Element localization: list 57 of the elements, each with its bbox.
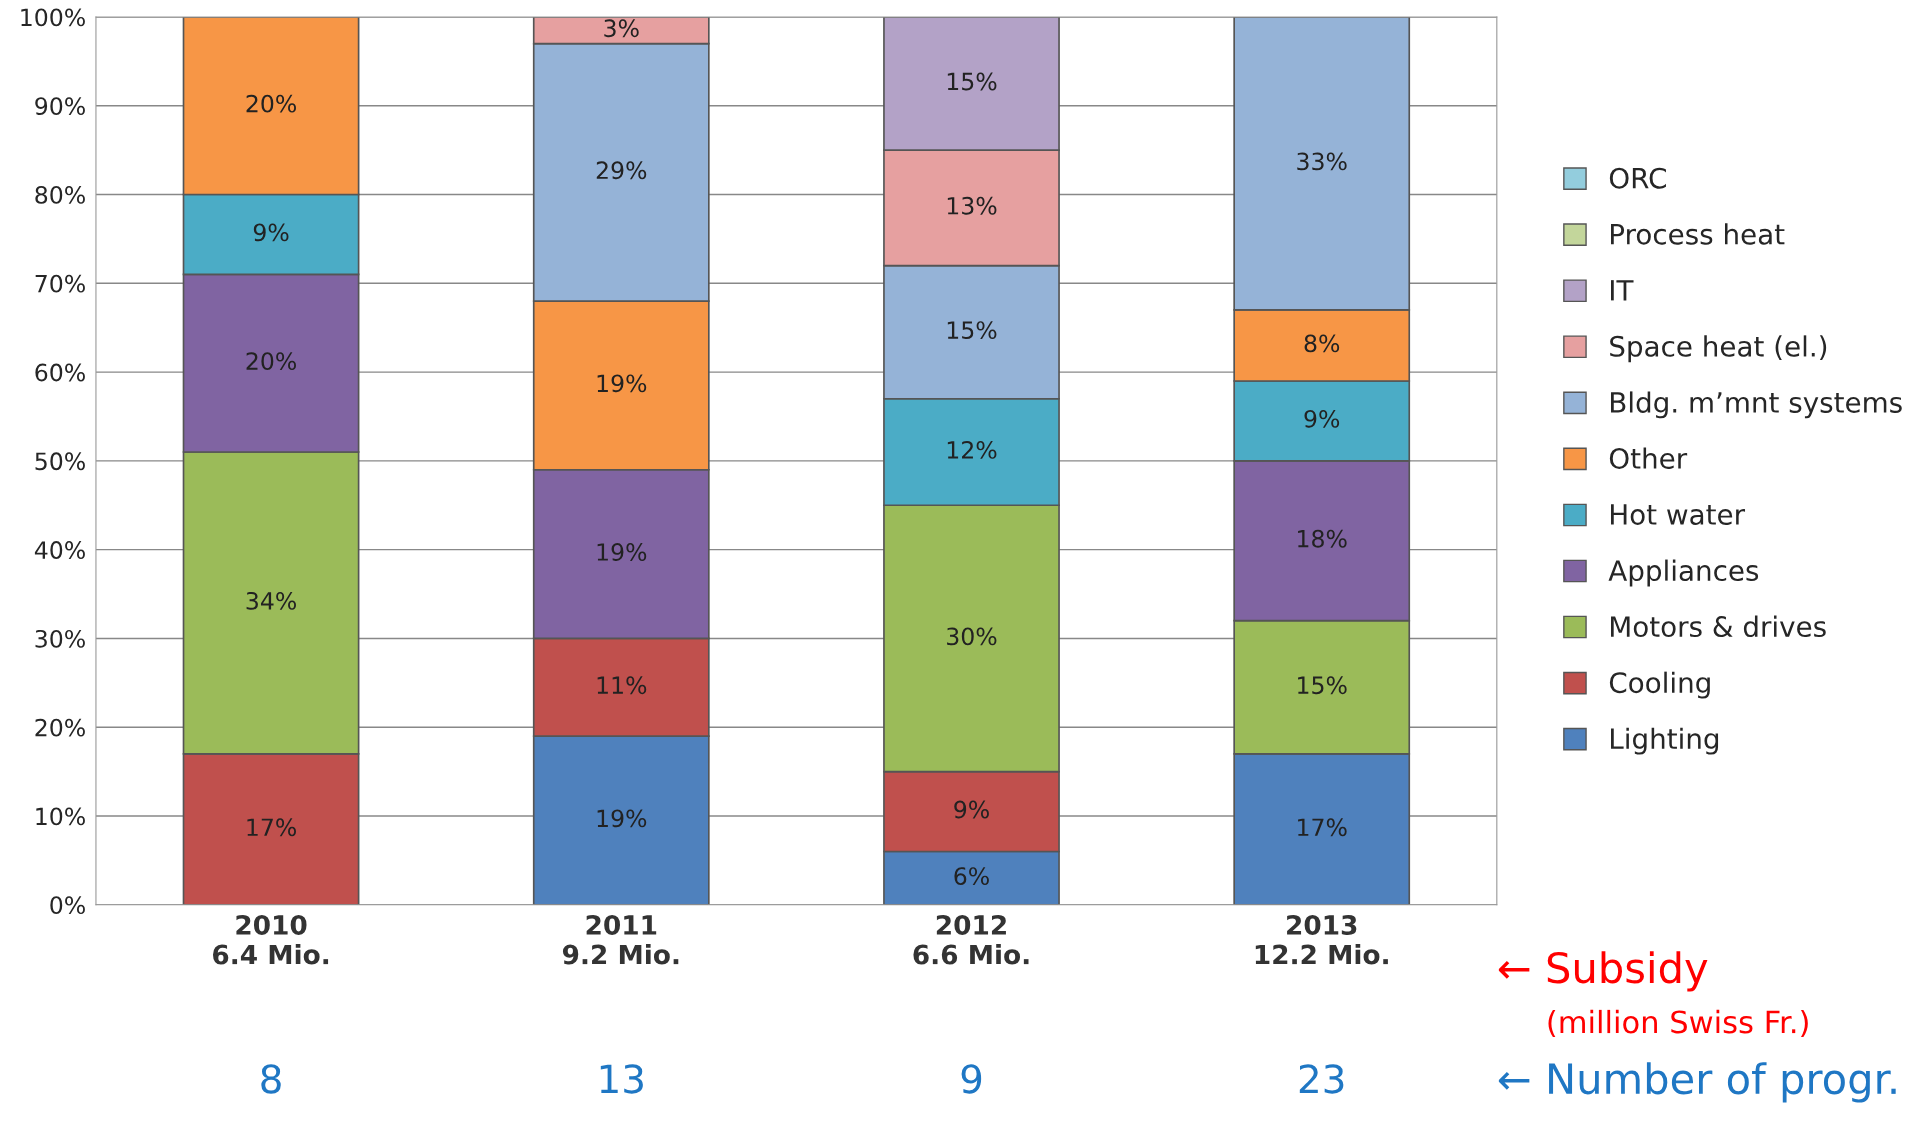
text: ← Number of progr. xyxy=(1498,1062,1896,1103)
legend-label: Appliances xyxy=(1608,559,1759,587)
y-tick-label: 70% xyxy=(35,274,85,293)
legend-label: Hot water xyxy=(1611,504,1746,525)
data-label: 19% xyxy=(597,374,647,393)
legend-label: ORC xyxy=(1609,167,1666,189)
text: 8 xyxy=(261,1064,281,1094)
text: 9 xyxy=(961,1064,982,1094)
text: 13 xyxy=(600,1064,643,1094)
data-label: 12% xyxy=(947,441,997,459)
y-tick-label: 100% xyxy=(21,8,85,27)
y-tick-label: 50% xyxy=(35,452,85,471)
y-tick-label: 0% xyxy=(50,896,85,915)
text: ← Subsidy xyxy=(1498,951,1708,992)
legend-label: Process heat xyxy=(1611,223,1785,245)
data-label: 17% xyxy=(1298,818,1347,837)
y-tick-label: 10% xyxy=(36,807,85,826)
legend-label: Other xyxy=(1609,447,1688,469)
data-label: 20% xyxy=(246,94,296,113)
y-tick-label: 20% xyxy=(35,718,85,737)
data-label: 9% xyxy=(954,800,989,819)
data-label: 6% xyxy=(954,867,989,886)
x-tick-label: 2013 12.2 Mio. xyxy=(1255,914,1388,965)
text: 23 xyxy=(1299,1064,1344,1094)
y-tick-label: 30% xyxy=(35,629,85,648)
data-label: 9% xyxy=(1304,409,1340,428)
legend-label: IT xyxy=(1611,280,1634,301)
data-label: 34% xyxy=(246,591,296,610)
data-label: 8% xyxy=(1304,334,1340,353)
data-label: 29% xyxy=(596,161,647,180)
data-label: 3% xyxy=(604,19,639,38)
data-label: 9% xyxy=(253,223,289,242)
legend-label: Space heat (el.) xyxy=(1610,335,1827,363)
data-label: 30% xyxy=(947,627,997,646)
data-label: 19% xyxy=(597,543,647,561)
y-tick-label: 80% xyxy=(35,185,85,204)
x-tick-label: 2011 9.2 Mio. xyxy=(562,914,679,965)
data-label: 33% xyxy=(1297,152,1347,171)
y-tick-label: 40% xyxy=(34,541,85,559)
legend-label: Motors & drives xyxy=(1611,615,1826,638)
legend-label: Bldg. m’mnt systems xyxy=(1611,391,1902,419)
x-tick-label: 2012 6.6 Mio. xyxy=(913,914,1029,965)
data-label: 15% xyxy=(947,72,997,91)
data-label: 19% xyxy=(597,809,647,828)
data-label: 17% xyxy=(247,818,296,837)
data-label: 15% xyxy=(947,321,997,339)
y-tick-label: 60% xyxy=(35,363,85,382)
data-label: 20% xyxy=(246,352,296,371)
data-label: 18% xyxy=(1298,529,1347,548)
data-label: 13% xyxy=(947,196,997,215)
legend-label: Cooling xyxy=(1609,671,1710,699)
y-tick-label: 90% xyxy=(35,97,85,116)
text: (million Swiss Fr.) xyxy=(1548,1009,1808,1038)
legend-label: Lighting xyxy=(1611,727,1719,755)
x-tick-label: 2010 6.4 Mio. xyxy=(213,914,329,965)
data-label: 11% xyxy=(597,676,647,695)
data-label: 15% xyxy=(1298,676,1347,695)
